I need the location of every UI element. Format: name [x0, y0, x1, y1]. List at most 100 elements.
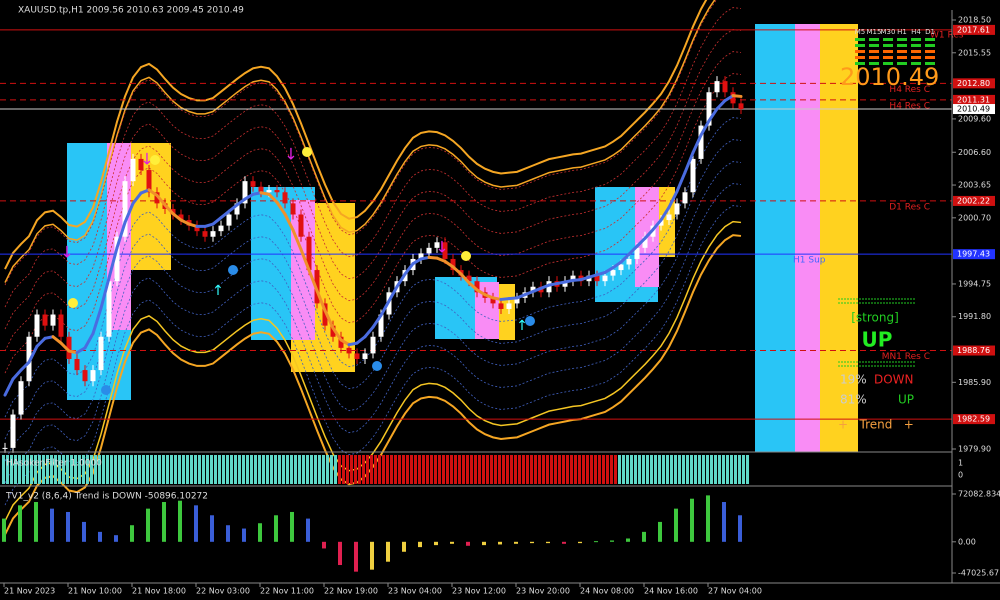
- filter-bar: [326, 455, 329, 484]
- oscillator-bar: [194, 505, 198, 542]
- candle: [674, 203, 680, 215]
- trend-line: [355, 335, 367, 345]
- filter-bar: [662, 455, 665, 484]
- level-tag: [953, 24, 995, 35]
- candles: [2, 76, 744, 453]
- pivot-zones: [67, 24, 858, 452]
- filter-bar: [630, 455, 633, 484]
- filter-bar: [738, 455, 741, 484]
- filter-bar: [650, 455, 653, 484]
- oscillator-bar: [722, 502, 726, 542]
- tv1-title: TV1_v2 (8,6,4) Trend is DOWN -50896.1027…: [5, 492, 208, 502]
- filter-bar: [102, 455, 105, 484]
- trend-line: [699, 119, 711, 137]
- oscillator-bar: [34, 502, 38, 542]
- candle: [330, 325, 336, 337]
- filter-bar: [570, 455, 573, 484]
- up-pct: 81%: [840, 393, 867, 407]
- time-label: 23 Nov 04:00: [388, 587, 442, 596]
- oscillator-bar: [514, 541, 518, 544]
- filter-bar: [390, 455, 393, 484]
- filter-bar: [522, 455, 525, 484]
- candle: [106, 281, 112, 337]
- band: [4, 7, 742, 308]
- timeframe-cell: [883, 56, 893, 59]
- oscillator-bar: [386, 541, 390, 562]
- filter-bar: [514, 455, 517, 484]
- tick-label: 1991.80: [958, 312, 991, 321]
- filter-bar: [106, 455, 109, 484]
- timeframe-label: H1: [897, 28, 907, 36]
- filter-bar: [638, 455, 641, 484]
- filter-bar: [282, 455, 285, 484]
- candle: [362, 353, 368, 359]
- candle: [730, 92, 736, 104]
- filter-bar: [34, 455, 37, 484]
- filter-bar: [230, 455, 233, 484]
- oscillator-bar: [226, 525, 230, 542]
- oscillator-bar: [626, 538, 630, 542]
- candle: [354, 353, 360, 359]
- filter-bar: [702, 455, 705, 484]
- filter-bar: [226, 455, 229, 484]
- filter-bar: [42, 455, 45, 484]
- level-name: W1 Res: [930, 30, 964, 40]
- filter-bar: [626, 455, 629, 484]
- tick-label: 2018.50: [958, 16, 991, 25]
- trend-line: [603, 266, 615, 274]
- candle: [514, 297, 520, 304]
- time-axis: 21 Nov 2023 21 Nov 10:00 21 Nov 18:00 22 No…: [3, 583, 762, 596]
- trend-line: [59, 341, 71, 353]
- oscillator-bar: [338, 541, 342, 566]
- level-tag: [953, 195, 995, 206]
- filter-bar: [242, 455, 245, 484]
- filter-bar: [206, 455, 209, 484]
- candle: [722, 81, 728, 93]
- trend-line: [619, 252, 631, 264]
- filter-bar: [174, 455, 177, 484]
- level-name: H4 Res C: [889, 101, 930, 111]
- filter-bar: [678, 455, 681, 484]
- filter-bar: [294, 455, 297, 484]
- filter-bar: [210, 455, 213, 484]
- trend-line: [731, 94, 743, 98]
- candle: [258, 186, 264, 193]
- trend-line: [291, 228, 303, 251]
- filter-bar: [478, 455, 481, 484]
- candle: [226, 214, 232, 226]
- filter-tick: 0: [958, 471, 963, 480]
- oscillator-bar: [642, 531, 646, 542]
- filter-bar: [98, 455, 101, 484]
- timeframe-cell: [869, 62, 879, 65]
- filter-bar: [482, 455, 485, 484]
- filter-bar: [338, 455, 341, 484]
- oscillator-bar: [274, 515, 278, 542]
- candle: [66, 336, 72, 359]
- dot: [150, 155, 160, 165]
- filter-bar: [10, 455, 13, 484]
- filter-bar: [422, 455, 425, 484]
- oscillator-bar: [578, 541, 582, 544]
- trend-line: [459, 272, 471, 285]
- filter-bar: [166, 455, 169, 484]
- trend-line: [635, 236, 647, 248]
- timeframe-cell: [883, 50, 893, 53]
- trend-line: [611, 260, 623, 270]
- filter-bar: [302, 455, 305, 484]
- filter-bar: [346, 455, 349, 484]
- timeframe-cell: [883, 44, 893, 47]
- filter-bar: [486, 455, 489, 484]
- filter-bar: [170, 455, 173, 484]
- trend-line: [707, 107, 719, 123]
- filter-bar: [66, 455, 69, 484]
- timeframe-cell: [883, 38, 893, 41]
- filter-bar: [70, 455, 73, 484]
- timeframe-label: H4: [911, 28, 921, 36]
- trend-line: [243, 192, 255, 201]
- candle: [466, 275, 472, 282]
- trend-line: [147, 188, 159, 197]
- filter-bar: [334, 455, 337, 484]
- oscillator-bar: [242, 528, 246, 542]
- level-tag: [953, 414, 995, 425]
